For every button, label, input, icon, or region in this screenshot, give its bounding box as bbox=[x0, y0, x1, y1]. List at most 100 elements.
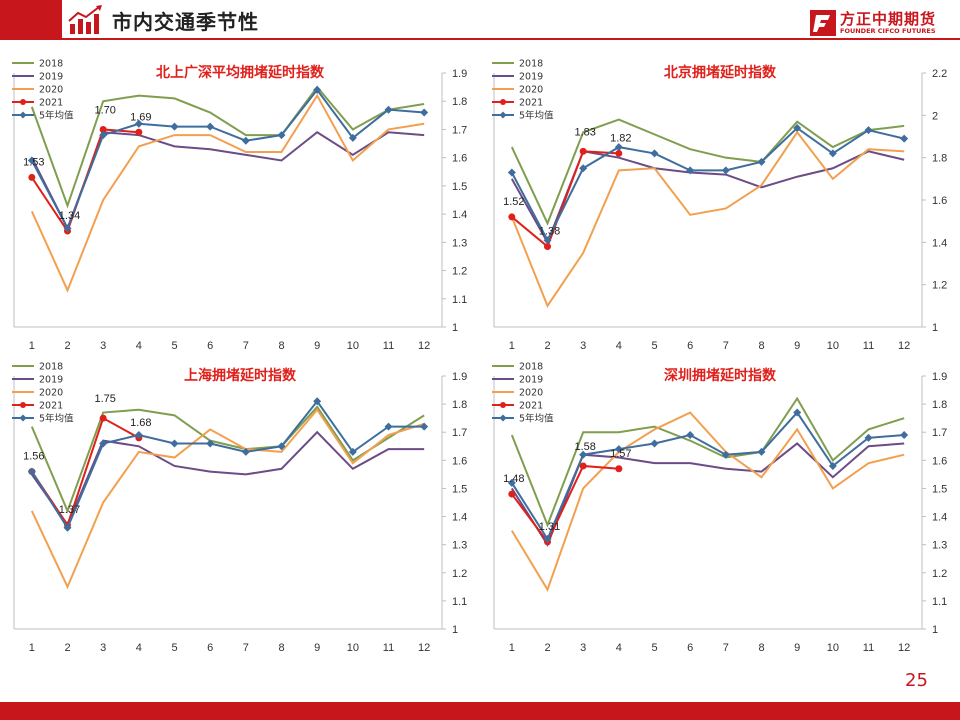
x-tick-label: 12 bbox=[898, 340, 910, 352]
y-tick-label: 1.9 bbox=[452, 371, 467, 383]
point-avg bbox=[686, 431, 695, 440]
point-avg bbox=[864, 126, 873, 135]
legend-label: 2021 bbox=[519, 98, 543, 109]
legend-label: 2020 bbox=[519, 388, 543, 399]
point-avg bbox=[614, 143, 623, 152]
point-avg bbox=[420, 422, 429, 431]
x-tick-label: 12 bbox=[898, 642, 910, 654]
data-label-2021: 1.52 bbox=[503, 196, 524, 208]
point-avg bbox=[793, 124, 802, 133]
point-avg bbox=[828, 461, 837, 470]
point-avg bbox=[721, 450, 730, 459]
point-avg bbox=[507, 478, 516, 487]
x-tick-label: 8 bbox=[278, 642, 284, 654]
x-tick-label: 5 bbox=[651, 340, 657, 352]
series-line-2019 bbox=[31, 430, 425, 528]
point-avg bbox=[99, 131, 108, 140]
x-tick-label: 4 bbox=[616, 642, 622, 654]
point-avg bbox=[757, 157, 766, 166]
x-tick-label: 1 bbox=[29, 642, 35, 654]
chart-title: 北上广深平均拥堵延时指数 bbox=[156, 64, 325, 81]
point-2021 bbox=[544, 243, 551, 251]
series-line-avg bbox=[510, 126, 905, 243]
x-tick-label: 7 bbox=[243, 642, 249, 654]
data-label-2021: 1.57 bbox=[610, 448, 631, 460]
y-tick-label: 1.9 bbox=[452, 68, 467, 80]
point-avg bbox=[793, 408, 802, 417]
point-avg bbox=[721, 166, 730, 175]
x-tick-label: 3 bbox=[100, 642, 106, 654]
series-line-2021 bbox=[511, 464, 619, 544]
data-label-2021: 1.69 bbox=[130, 111, 151, 123]
point-avg bbox=[348, 447, 357, 456]
point-avg bbox=[757, 447, 766, 456]
data-label-2021: 1.53 bbox=[23, 156, 44, 168]
legend-label: 2020 bbox=[39, 388, 63, 399]
legend-label: 5年均值 bbox=[519, 413, 554, 425]
legend-marker-2021 bbox=[20, 402, 26, 408]
point-avg bbox=[900, 431, 909, 440]
y-tick-label: 1.6 bbox=[932, 455, 947, 467]
chart-shanghai: 11.11.21.31.41.51.61.71.81.91 2 3 4 5 6 7 8 9 10 1… bbox=[12, 362, 467, 654]
y-tick-label: 1.3 bbox=[452, 237, 467, 249]
point-avg bbox=[241, 447, 250, 456]
growth-chart-icon bbox=[68, 5, 102, 34]
y-tick-label: 1.2 bbox=[932, 280, 947, 292]
legend-marker-avg bbox=[499, 111, 507, 119]
point-2021 bbox=[99, 125, 107, 133]
data-label-2021: 1.82 bbox=[610, 132, 631, 144]
x-tick-label: 5 bbox=[651, 642, 657, 654]
chart-shenzhen: 11.11.21.31.41.51.61.71.81.91 2 3 4 5 6 7 8 9 10 1… bbox=[492, 362, 947, 654]
x-tick-label: 11 bbox=[383, 340, 394, 352]
point-avg bbox=[614, 445, 623, 454]
x-tick-label: 5 bbox=[171, 642, 177, 654]
x-tick-label: 11 bbox=[863, 340, 874, 352]
point-avg bbox=[27, 156, 36, 165]
chart-avg-four-cities: 11.11.21.31.41.51.61.71.81.91 2 3 4 5 6 7 8 9 10 1… bbox=[12, 59, 467, 352]
legend-label: 2019 bbox=[39, 72, 63, 83]
x-tick-label: 8 bbox=[758, 642, 764, 654]
x-tick-label: 1 bbox=[509, 340, 515, 352]
legend-label: 2018 bbox=[519, 59, 543, 70]
y-tick-label: 1.1 bbox=[452, 596, 467, 608]
point-avg bbox=[277, 442, 286, 451]
x-tick-label: 8 bbox=[278, 340, 284, 352]
y-tick-label: 1.5 bbox=[932, 483, 947, 495]
x-tick-label: 3 bbox=[580, 642, 586, 654]
point-avg bbox=[828, 149, 837, 158]
x-tick-label: 2 bbox=[544, 642, 550, 654]
legend-label: 2018 bbox=[39, 59, 63, 70]
logo-text-en: FOUNDER CIFCO FUTURES bbox=[840, 27, 936, 35]
x-tick-label: 3 bbox=[100, 340, 106, 352]
legend-label: 2021 bbox=[39, 401, 63, 412]
point-avg bbox=[543, 236, 552, 245]
legend-marker-2021 bbox=[20, 99, 26, 105]
point-2021 bbox=[579, 147, 587, 155]
y-tick-label: 1.3 bbox=[452, 540, 467, 552]
x-tick-label: 12 bbox=[418, 340, 430, 352]
y-tick-label: 1.5 bbox=[452, 483, 467, 495]
y-tick-label: 1.2 bbox=[452, 568, 467, 580]
data-label-2021: 1.48 bbox=[503, 473, 524, 485]
y-tick-label: 1.1 bbox=[932, 596, 947, 608]
series-line-2019 bbox=[30, 131, 425, 231]
point-avg bbox=[313, 85, 322, 94]
y-tick-label: 2 bbox=[932, 110, 938, 122]
y-tick-label: 1.9 bbox=[932, 371, 947, 383]
x-tick-label: 12 bbox=[418, 642, 430, 654]
y-tick-label: 1.4 bbox=[452, 512, 467, 524]
point-avg bbox=[206, 122, 215, 131]
legend-marker-avg bbox=[19, 414, 27, 422]
x-tick-label: 11 bbox=[863, 642, 874, 654]
y-tick-label: 1.6 bbox=[452, 153, 467, 165]
data-label-2021: 1.75 bbox=[94, 393, 115, 405]
point-avg bbox=[206, 439, 215, 448]
data-label-2021: 1.38 bbox=[539, 226, 560, 238]
x-tick-label: 7 bbox=[723, 642, 729, 654]
legend-label: 2020 bbox=[39, 85, 63, 96]
legend-label: 2019 bbox=[519, 72, 543, 83]
data-label-2021: 1.58 bbox=[574, 441, 595, 453]
legend-label: 2019 bbox=[39, 375, 63, 386]
data-label-2021: 1.70 bbox=[94, 104, 115, 116]
data-label-2021: 1.83 bbox=[574, 126, 595, 138]
